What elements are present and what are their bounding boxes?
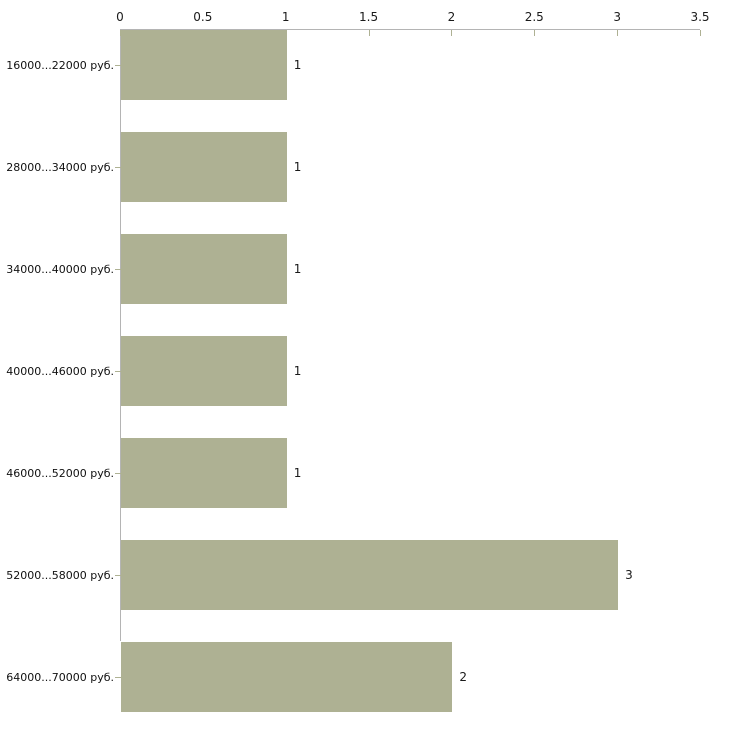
category-label: 64000...70000 руб. bbox=[6, 671, 114, 684]
y-axis-tick bbox=[115, 371, 121, 372]
y-axis-tick bbox=[115, 269, 121, 270]
x-axis-tick-label: 1 bbox=[281, 10, 290, 24]
x-axis-tick bbox=[120, 30, 121, 36]
bar[interactable] bbox=[121, 438, 287, 508]
bar-value-label: 1 bbox=[293, 262, 302, 276]
x-axis-tick-label: 3 bbox=[613, 10, 621, 24]
bar[interactable] bbox=[121, 642, 453, 712]
bar[interactable] bbox=[121, 234, 287, 304]
y-axis-tick bbox=[115, 65, 121, 66]
x-axis-line bbox=[120, 29, 700, 30]
x-axis-tick bbox=[700, 30, 701, 36]
x-axis-tick-label: 2.5 bbox=[524, 10, 544, 24]
bar-value-label: 1 bbox=[293, 466, 302, 480]
category-label: 28000...34000 руб. bbox=[6, 161, 114, 174]
category-label: 34000...40000 руб. bbox=[6, 263, 114, 276]
x-axis-tick-label: 0 bbox=[116, 10, 124, 24]
category-label: 46000...52000 руб. bbox=[6, 467, 114, 480]
x-axis-tick bbox=[368, 30, 370, 36]
x-axis-tick bbox=[617, 30, 619, 36]
y-axis-line bbox=[120, 29, 121, 641]
category-label: 16000...22000 руб. bbox=[6, 59, 114, 72]
category-label: 52000...58000 руб. bbox=[6, 569, 114, 582]
bar[interactable] bbox=[121, 132, 287, 202]
x-axis-tick-label: 0.5 bbox=[193, 10, 213, 24]
y-axis-tick bbox=[115, 575, 121, 576]
x-axis-tick bbox=[451, 30, 453, 36]
category-label: 40000...46000 руб. bbox=[6, 365, 114, 378]
bar-value-label: 1 bbox=[293, 58, 302, 72]
bar-value-label: 3 bbox=[625, 568, 633, 582]
y-axis-tick bbox=[115, 167, 121, 168]
bar[interactable] bbox=[121, 30, 287, 100]
bar-value-label: 1 bbox=[293, 160, 302, 174]
bar[interactable] bbox=[121, 540, 619, 610]
bar[interactable] bbox=[121, 336, 287, 406]
x-axis-tick bbox=[534, 30, 536, 36]
x-axis-tick-label: 2 bbox=[447, 10, 456, 24]
x-axis-tick-label: 3.5 bbox=[690, 10, 710, 24]
y-axis-tick bbox=[115, 677, 121, 678]
bar-value-label: 1 bbox=[293, 364, 302, 378]
x-axis-tick-label: 1.5 bbox=[359, 10, 379, 24]
bar-value-label: 2 bbox=[459, 670, 468, 684]
y-axis-tick bbox=[115, 473, 121, 474]
